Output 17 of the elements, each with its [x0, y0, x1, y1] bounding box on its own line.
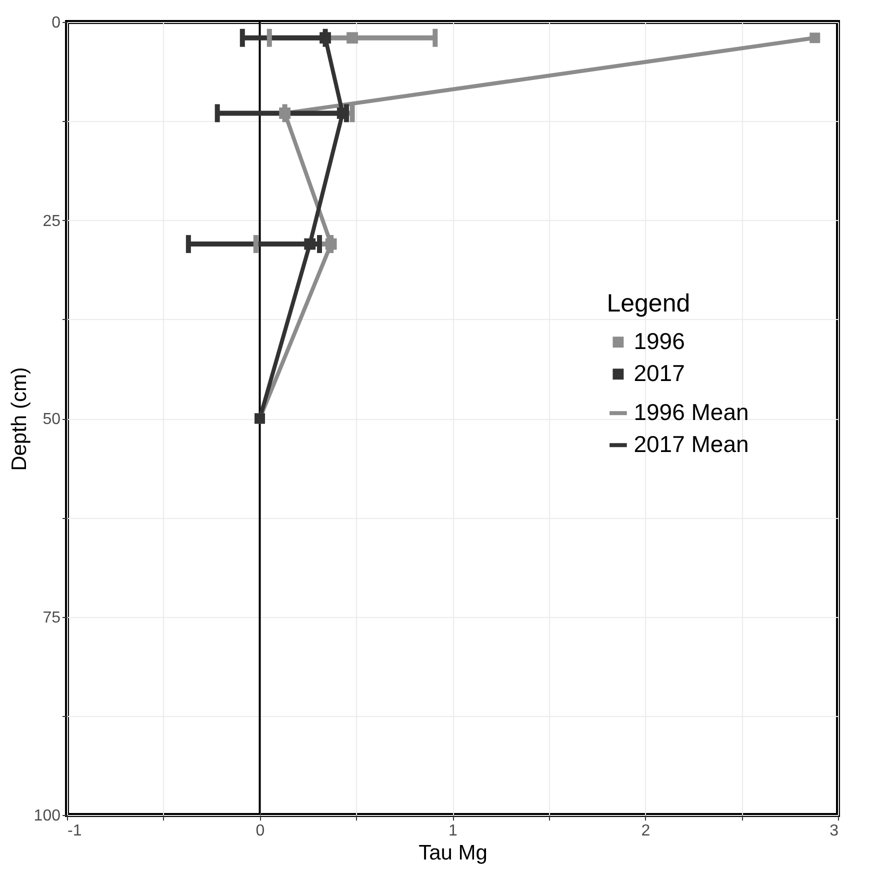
legend-label: 1996 Mean	[634, 399, 749, 426]
y-axis-title: Depth (cm)	[8, 367, 31, 471]
y-tick-label: 75	[42, 609, 61, 626]
x-tick-label: 3	[830, 822, 839, 840]
legend-label: 2017 Mean	[634, 431, 749, 458]
x-axis-title: Tau Mg	[418, 842, 488, 864]
y-tick-label: 0	[52, 14, 61, 32]
y-tick-label: 25	[42, 212, 61, 230]
legend-label: 1996	[634, 328, 685, 354]
x-tick-label: 0	[256, 822, 265, 840]
x-tick-label: 1	[448, 822, 458, 840]
y-tick-label: 100	[34, 808, 61, 824]
x-tick-label: 2	[641, 822, 650, 840]
y-tick-label: 50	[42, 411, 61, 428]
legend-label: 2017	[634, 360, 685, 386]
x-tick-label: -1	[68, 822, 82, 840]
legend-title: Legend	[606, 290, 690, 318]
